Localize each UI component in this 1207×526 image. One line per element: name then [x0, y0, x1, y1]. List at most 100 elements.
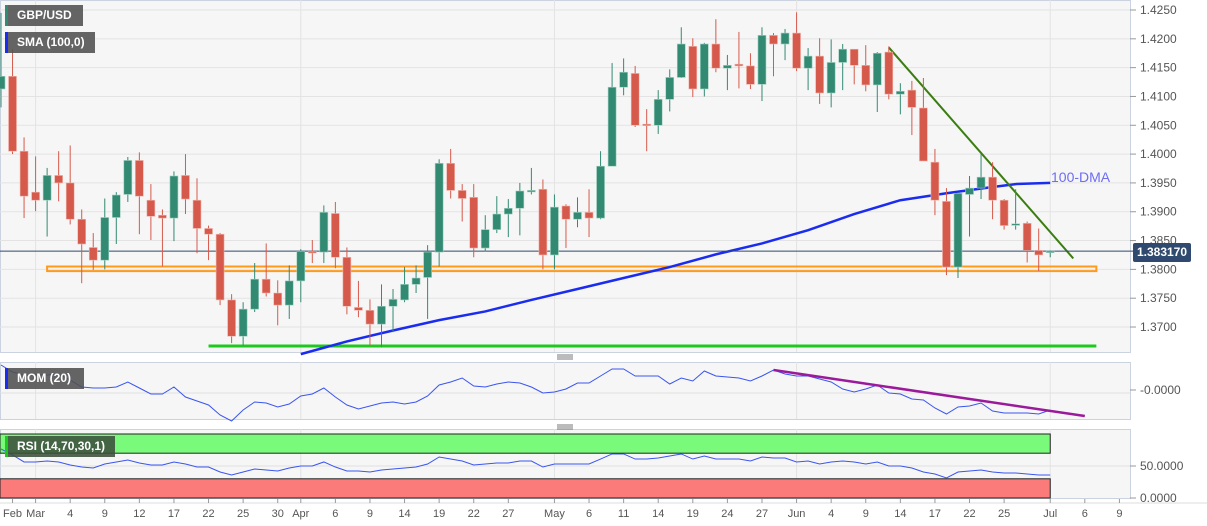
- x-tick-label: Jun: [788, 508, 806, 520]
- candle-body: [665, 77, 675, 100]
- x-tick-label: 6: [332, 508, 338, 520]
- candle-body: [388, 299, 398, 307]
- rsi-indicator-label[interactable]: RSI (14,70,30,1): [5, 436, 115, 457]
- price-tick-label: 1.3900: [1140, 205, 1177, 219]
- candle-body: [77, 218, 87, 245]
- symbol-text: GBP/USD: [17, 8, 72, 22]
- x-tick-label: May: [544, 508, 565, 520]
- candle-body: [227, 299, 236, 337]
- candle-body: [446, 163, 455, 191]
- candle-body: [0, 75, 6, 90]
- candle-body: [192, 199, 202, 229]
- candle-body: [527, 190, 536, 193]
- symbol-label[interactable]: GBP/USD: [5, 5, 83, 26]
- candle-body: [584, 212, 594, 219]
- candle-body: [19, 150, 29, 197]
- x-tick-label: 17: [929, 508, 941, 520]
- mom-color-marker: [5, 368, 8, 389]
- candle-body: [700, 43, 709, 90]
- candle-body: [596, 165, 605, 219]
- candle-body: [492, 213, 502, 230]
- candle-body: [976, 176, 986, 189]
- x-tick-label: 22: [963, 508, 975, 520]
- candle-body: [204, 228, 213, 235]
- candle-body: [284, 280, 294, 306]
- candle-body: [88, 247, 98, 261]
- candle-body: [319, 212, 329, 253]
- pane-1: [0, 362, 1131, 420]
- rsi-tick-label: 50.0000: [1140, 459, 1184, 473]
- candle-body: [504, 207, 513, 215]
- x-tick-label: 9: [863, 508, 869, 520]
- candle-body: [1034, 250, 1043, 256]
- x-tick-label: 17: [168, 508, 180, 520]
- sma-label-text: SMA (100,0): [17, 35, 85, 49]
- candle-body: [919, 107, 928, 162]
- candle-body: [100, 217, 110, 261]
- mom-tick-label: -0.0000: [1140, 383, 1181, 397]
- rsi-oversold-zone: [0, 478, 1051, 499]
- x-tick-label: 14: [398, 508, 410, 520]
- candle-body: [676, 43, 686, 78]
- sma-indicator-label[interactable]: SMA (100,0): [5, 32, 95, 53]
- candle-body: [250, 278, 259, 310]
- candle-body: [849, 48, 859, 66]
- candle-body: [354, 307, 363, 311]
- candle-body: [550, 206, 559, 256]
- candle-body: [1011, 223, 1020, 226]
- candle-body: [896, 90, 905, 95]
- x-tick-label: 4: [828, 508, 834, 520]
- mom-indicator-label[interactable]: MOM (20): [5, 368, 84, 389]
- candle-body: [630, 73, 640, 126]
- mom-label-text: MOM (20): [17, 371, 71, 385]
- candle-body: [42, 175, 52, 201]
- rsi-color-marker: [5, 436, 8, 457]
- x-tick-label: Mar: [26, 508, 45, 520]
- candle-body: [734, 63, 744, 67]
- candle-body: [457, 190, 467, 199]
- candle-body: [135, 160, 144, 197]
- price-tick-label: 1.3800: [1140, 262, 1177, 276]
- candle-body: [215, 233, 225, 301]
- price-tick-label: 1.4050: [1140, 118, 1177, 132]
- candle-body: [999, 199, 1009, 226]
- candle-body: [411, 277, 421, 285]
- price-tick-label: 1.3700: [1140, 320, 1177, 334]
- x-tick-label: Apr: [292, 508, 309, 520]
- price-tick-label: 1.4000: [1140, 147, 1177, 161]
- candle-body: [826, 62, 836, 94]
- candle-body: [561, 205, 571, 220]
- x-tick-label: 14: [652, 508, 664, 520]
- candle-body: [884, 51, 894, 95]
- rsi-tick-label: 0.0000: [1140, 491, 1177, 505]
- price-tick-label: 1.3750: [1140, 291, 1177, 305]
- candle-body: [965, 187, 974, 195]
- x-tick-label: 30: [272, 508, 284, 520]
- candle-body: [757, 35, 767, 85]
- overlay-lines: [0, 46, 1133, 479]
- candle-body: [423, 251, 432, 278]
- candle-body: [273, 292, 283, 306]
- price-tick-label: 1.3950: [1140, 176, 1177, 190]
- candle-body: [377, 305, 386, 325]
- x-tick-label: 6: [1082, 508, 1088, 520]
- candle-body: [872, 52, 882, 86]
- rsi-line: [0, 448, 1051, 479]
- x-tick-label: 6: [586, 508, 592, 520]
- candle-body: [780, 32, 790, 45]
- candle-body: [930, 161, 940, 201]
- candle-body: [238, 308, 248, 337]
- candle-body: [169, 175, 179, 219]
- support-zone-box: [46, 265, 1098, 273]
- candle-body: [400, 284, 409, 301]
- price-tick-label: 1.4200: [1140, 32, 1177, 46]
- candle-body: [331, 213, 340, 258]
- candle-body: [573, 212, 582, 220]
- x-tick-label: Jul: [1043, 508, 1057, 520]
- candle-body: [838, 48, 847, 63]
- candle-body: [480, 229, 490, 249]
- x-tick-label: Feb: [3, 508, 22, 520]
- candle-body: [31, 191, 40, 201]
- x-tick-label: 19: [433, 508, 445, 520]
